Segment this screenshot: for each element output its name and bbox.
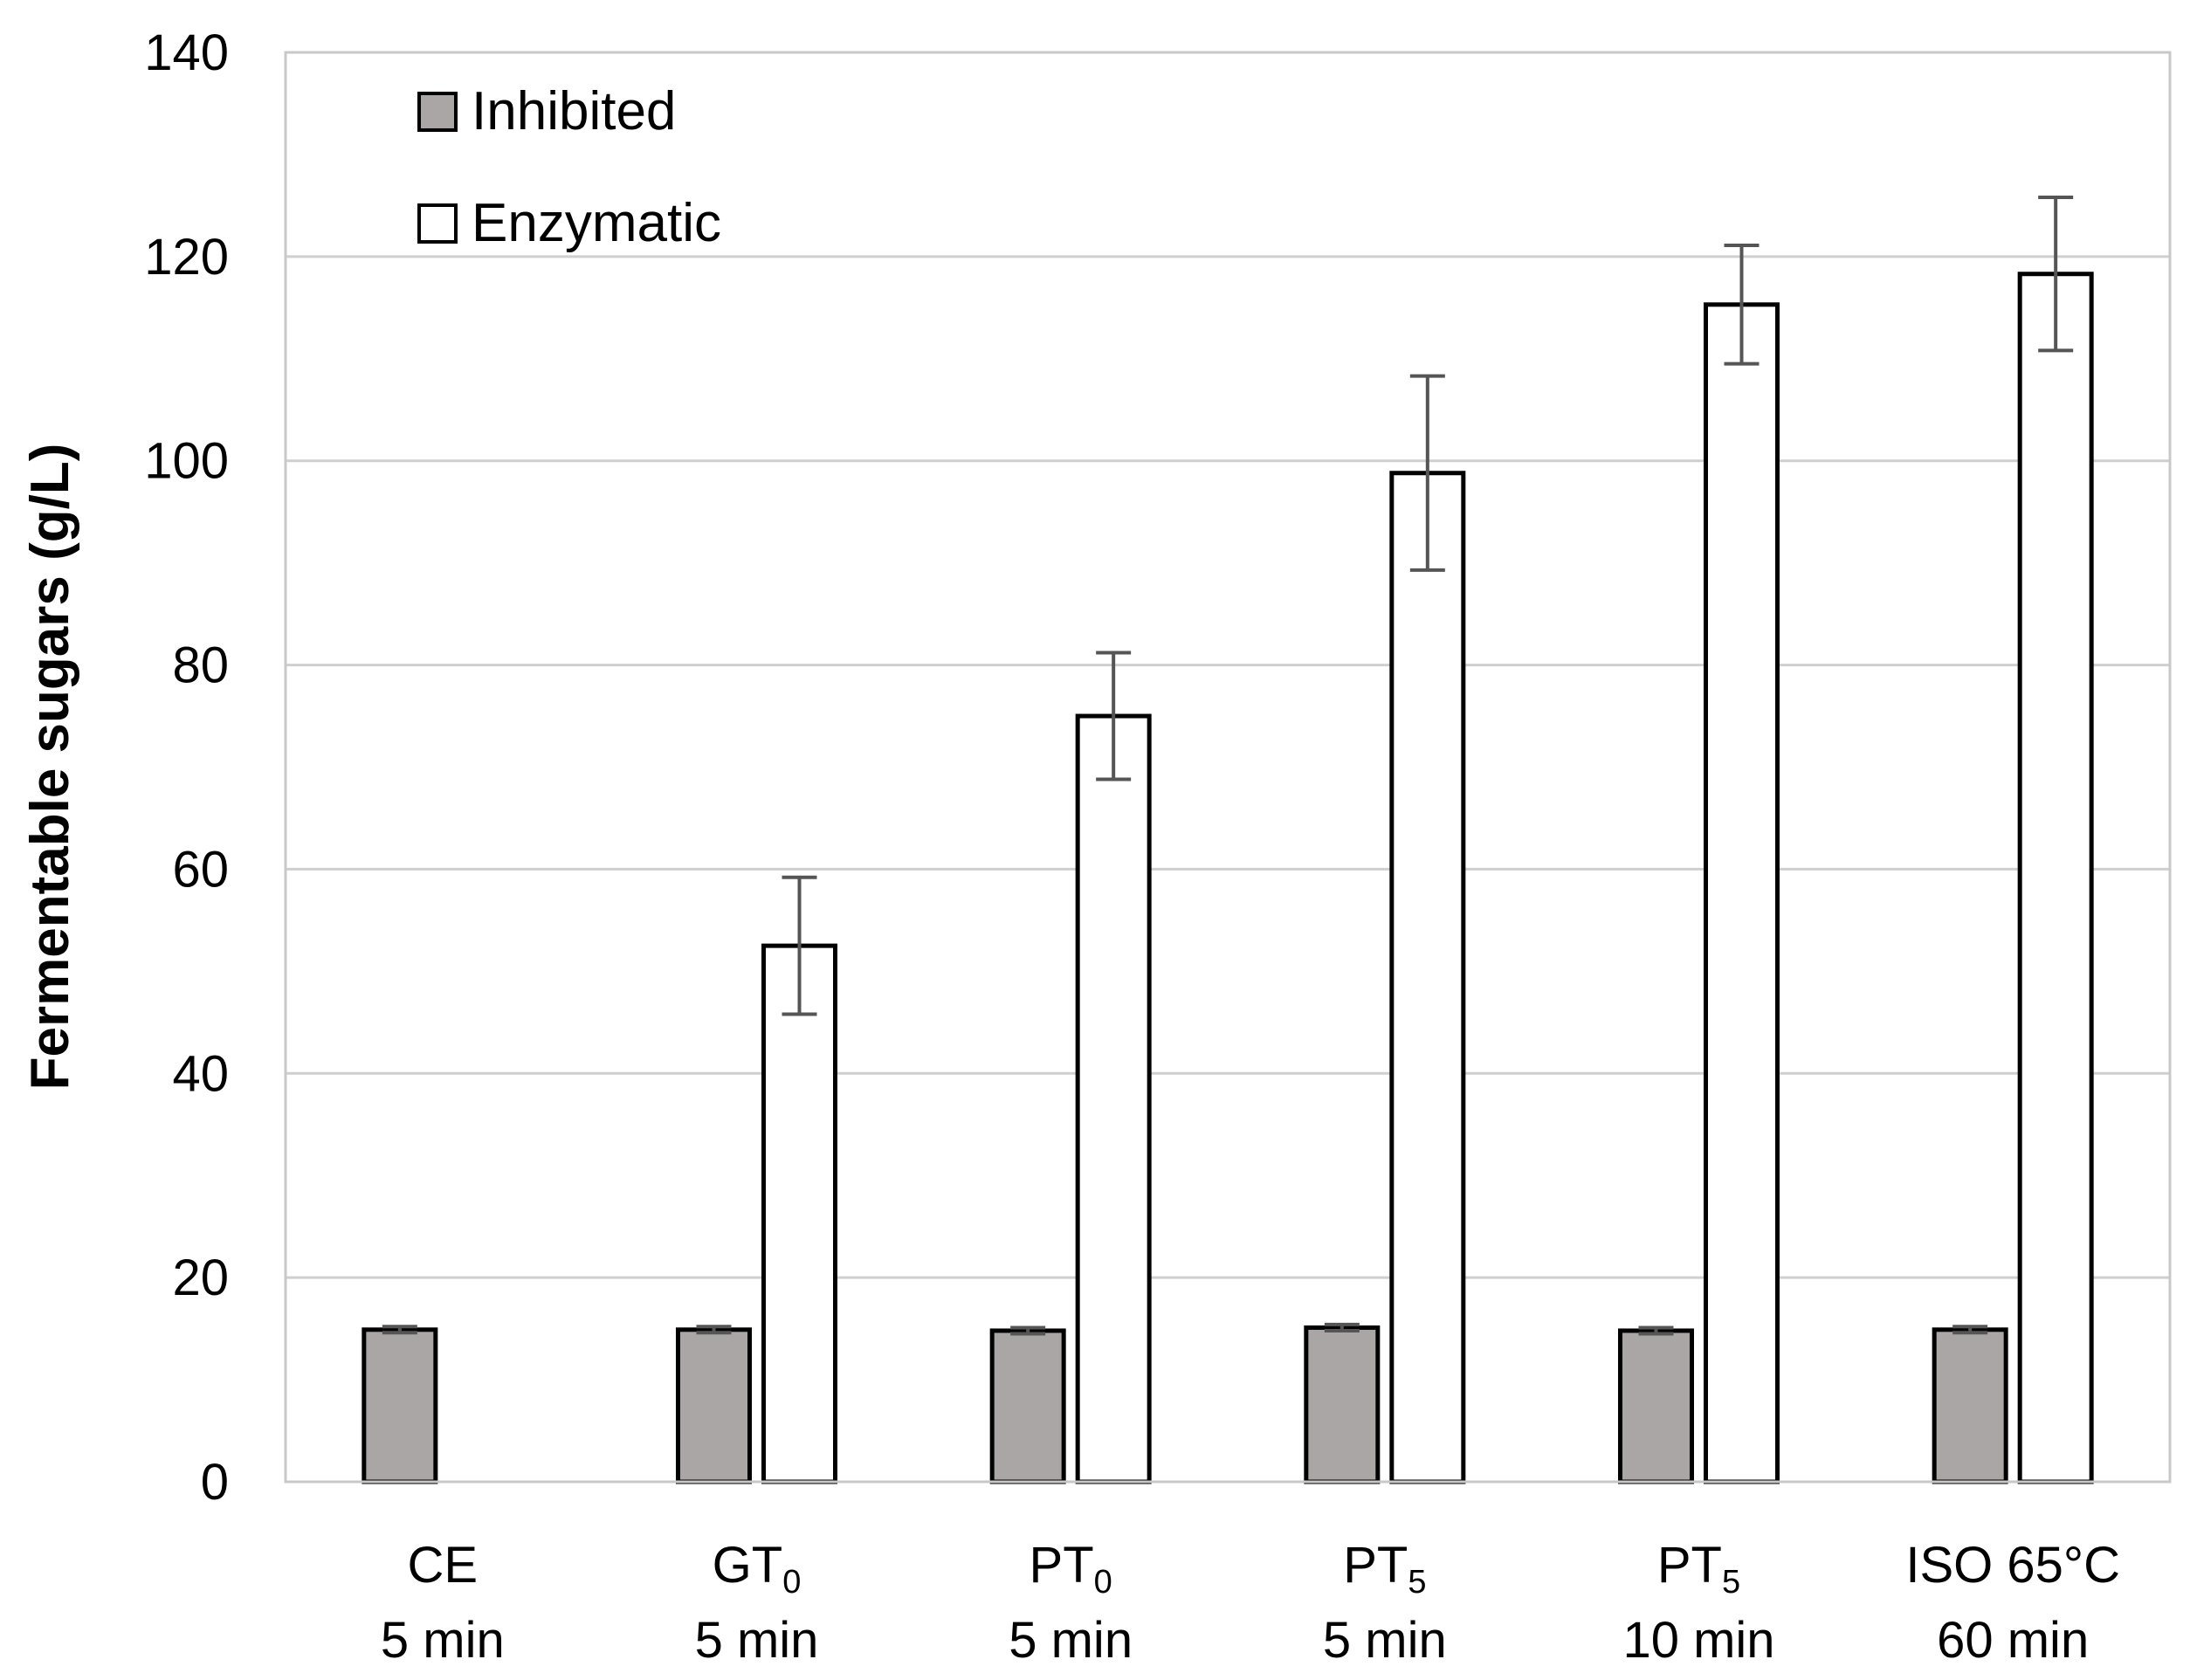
y-tick-label: 120 [144,229,229,286]
y-tick-label: 40 [172,1045,229,1102]
error-bar-inhibited-0 [382,1325,417,1335]
bar-enzymatic-5 [2017,272,2094,1484]
x-tick-label-0: CE [408,1537,479,1594]
legend-swatch-inhibited [417,92,458,132]
x-tick-sublabel-2: 5 min [1009,1612,1133,1669]
error-bar-enzymatic-3 [1409,374,1445,572]
plot-frame [284,51,2172,1484]
bar-inhibited-0 [362,1327,438,1484]
error-bars [382,196,2074,1336]
legend-label-enzymatic: Enzymatic [472,193,721,253]
y-tick-label: 60 [172,841,229,898]
x-tick-label-3: PT5 [1343,1537,1426,1601]
legend-label-inhibited: Inhibited [472,81,676,141]
x-category-labels: CE 5 min GT0 5 min PT0 5 min PT5 5 min PT5 10 min… [381,1537,2120,1669]
legend-swatch-enzymatic [417,203,458,244]
bar-inhibited-5 [1932,1327,2008,1484]
x-tick-sublabel-3: 5 min [1323,1612,1447,1669]
bar-inhibited-3 [1304,1325,1381,1484]
x-tick-label-2: PT0 [1030,1537,1112,1601]
legend-item-inhibited: Inhibited [417,81,676,141]
error-bar-inhibited-1 [696,1325,732,1335]
y-tick-label: 140 [144,24,229,81]
y-axis-title: Fermentable sugars (g/L) [20,444,80,1091]
error-bar-inhibited-5 [1952,1325,1988,1335]
bar-inhibited-2 [989,1328,1066,1484]
x-tick-sublabel-0: 5 min [381,1612,505,1669]
x-tick-label-5: ISO 65°C [1905,1537,2120,1594]
bars [362,272,2094,1484]
x-tick-sublabel-5: 60 min [1937,1612,2089,1669]
legend-item-enzymatic: Enzymatic [417,193,721,253]
x-tick-sublabel-4: 10 min [1622,1612,1774,1669]
y-tick-label: 0 [201,1454,229,1511]
error-bar-enzymatic-4 [1724,243,1760,366]
x-tick-sublabel-1: 5 min [695,1612,819,1669]
x-tick-label-1: GT0 [713,1537,802,1601]
error-bar-enzymatic-2 [1096,651,1132,781]
error-bar-enzymatic-5 [2038,196,2074,353]
bar-enzymatic-2 [1075,713,1152,1484]
error-bar-inhibited-4 [1638,1325,1674,1336]
bar-enzymatic-4 [1704,302,1780,1484]
error-bar-inhibited-3 [1324,1322,1360,1332]
bar-enzymatic-3 [1389,471,1466,1484]
y-tick-labels: 0 20 40 60 80 100 120 140 [144,24,229,1511]
bar-inhibited-4 [1618,1328,1694,1484]
error-bar-enzymatic-1 [782,875,817,1016]
bar-inhibited-1 [676,1327,752,1484]
x-tick-label-4: PT5 [1657,1537,1740,1601]
y-tick-label: 80 [172,637,229,694]
y-tick-label: 100 [144,433,229,490]
error-bar-inhibited-2 [1010,1325,1046,1336]
y-tick-label: 20 [172,1250,229,1306]
gridlines [286,255,2170,1484]
legend: Inhibited Enzymatic [417,81,721,253]
bar-enzymatic-1 [761,943,837,1484]
